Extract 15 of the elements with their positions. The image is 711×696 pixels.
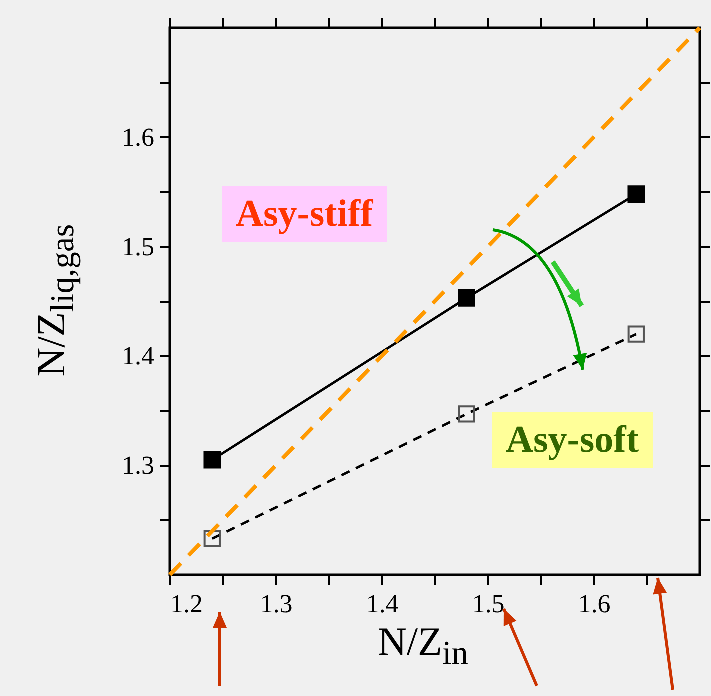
annotation: Asy-soft [492,412,653,468]
x-tick-label: 1.6 [578,590,611,618]
x-tick-label: 1.2 [170,590,203,618]
point [458,290,476,307]
point [628,186,646,203]
x-tick-label: 1.4 [366,590,399,618]
point [204,451,222,469]
annotation: Asy-stiff [222,186,388,242]
x-axis-title: N/Z$_{in}$ [378,618,468,673]
y-tick-label: 1.5 [122,232,154,262]
y-tick-label: 1.6 [122,122,154,152]
x-tick-label: 1.3 [260,590,293,618]
y-tick-label: 1.4 [122,342,154,371]
y-tick-label: 1.3 [122,451,154,480]
x-tick-label: 1.5 [472,590,505,618]
